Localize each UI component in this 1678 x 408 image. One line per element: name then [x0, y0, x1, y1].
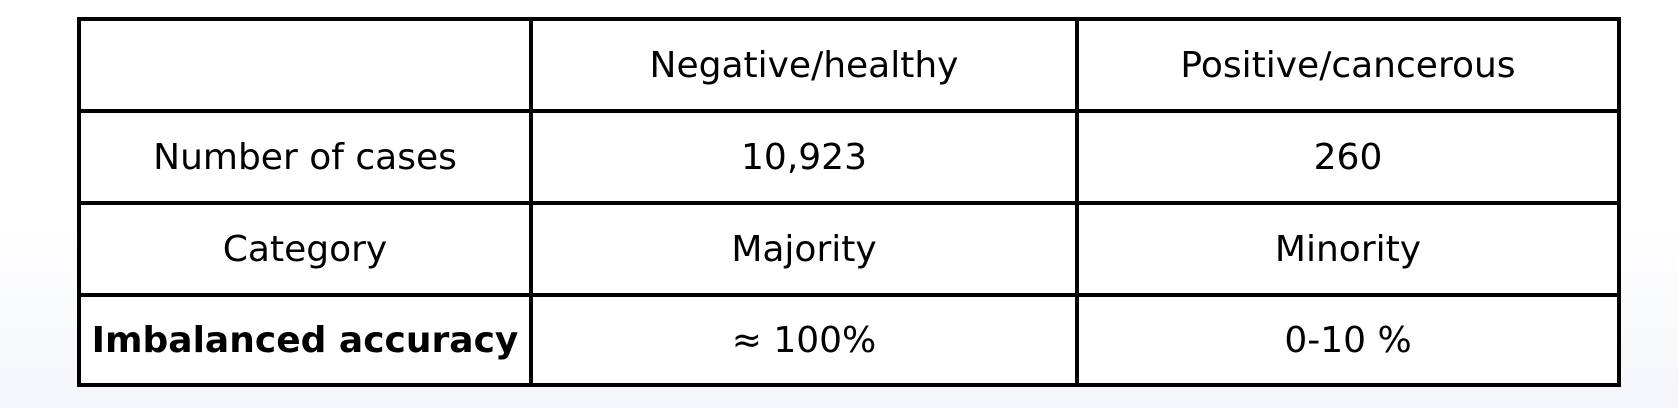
table-row-category: Category Majority Minority	[77, 201, 1621, 297]
cell-positive-accuracy: 0-10 %	[1075, 293, 1621, 387]
table-row-imbalanced-accuracy: Imbalanced accuracy ≈ 100% 0-10 %	[77, 293, 1621, 387]
row-label-category: Category	[77, 201, 533, 297]
table-row-number-of-cases: Number of cases 10,923 260	[77, 109, 1621, 205]
header-empty-cell	[77, 17, 533, 113]
row-label-imbalanced-accuracy: Imbalanced accuracy	[77, 293, 533, 387]
cell-negative-category: Majority	[529, 201, 1079, 297]
comparison-table-container: Negative/healthy Positive/cancerous Numb…	[77, 17, 1621, 387]
cell-positive-cases: 260	[1075, 109, 1621, 205]
row-label-number-of-cases: Number of cases	[77, 109, 533, 205]
header-negative-healthy: Negative/healthy	[529, 17, 1079, 113]
header-positive-cancerous: Positive/cancerous	[1075, 17, 1621, 113]
cell-negative-accuracy: ≈ 100%	[529, 293, 1079, 387]
header-row: Negative/healthy Positive/cancerous	[77, 17, 1621, 113]
cell-positive-category: Minority	[1075, 201, 1621, 297]
cell-negative-cases: 10,923	[529, 109, 1079, 205]
comparison-table: Negative/healthy Positive/cancerous Numb…	[77, 17, 1621, 387]
